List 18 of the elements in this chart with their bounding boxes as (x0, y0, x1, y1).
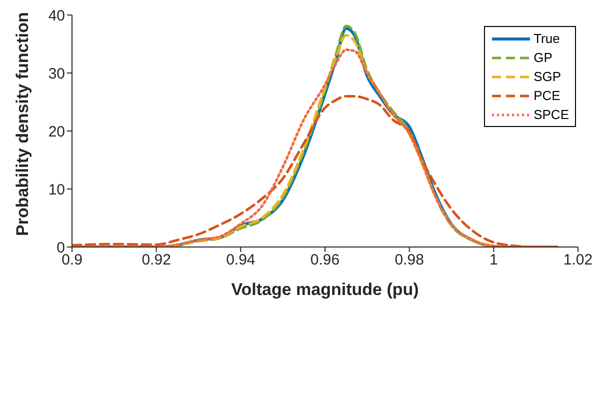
legend-label: True (534, 31, 560, 46)
x-tick-label: 0.96 (310, 252, 340, 269)
y-tick-label: 40 (48, 7, 65, 24)
legend-label: GP (534, 50, 552, 65)
x-tick-label: 0.92 (142, 252, 171, 269)
x-tick-label: 0.98 (394, 252, 424, 269)
legend-label: SPCE (534, 107, 569, 122)
y-tick-label: 10 (48, 181, 65, 198)
x-tick-label: 1.02 (563, 252, 593, 269)
y-axis-title: Probability density function (13, 12, 32, 236)
legend-label: SGP (534, 69, 562, 84)
y-tick-label: 20 (48, 123, 65, 140)
x-tick-label: 0.9 (62, 252, 82, 269)
x-tick-label: 1 (489, 252, 498, 269)
y-tick-label: 30 (48, 65, 65, 82)
x-tick-label: 0.94 (226, 252, 256, 269)
legend-label: PCE (534, 88, 560, 103)
x-axis-title: Voltage magnitude (pu) (231, 280, 419, 299)
